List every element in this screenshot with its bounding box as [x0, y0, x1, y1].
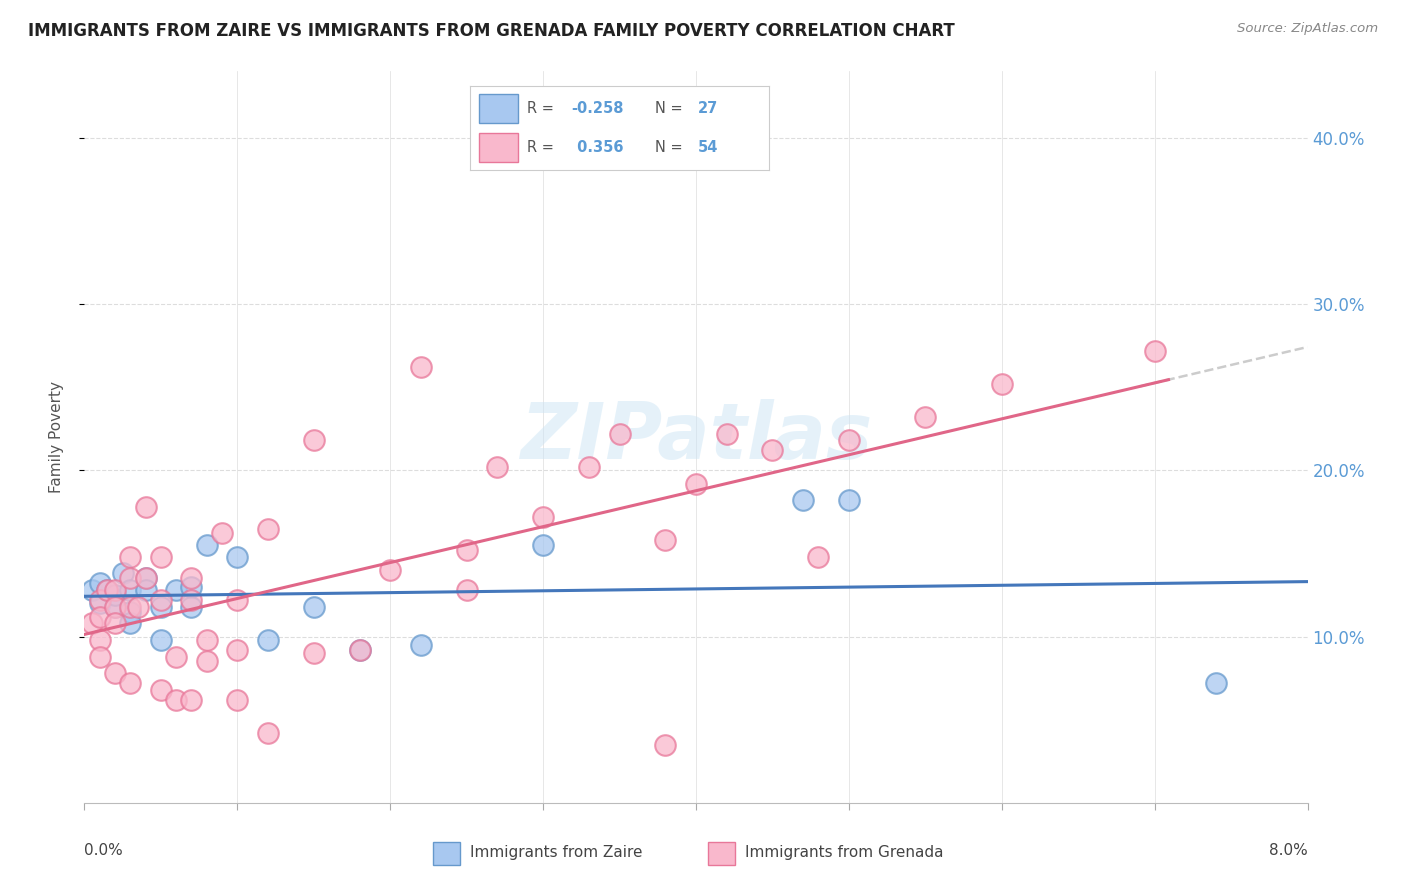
Point: [302, 599, 325, 614]
Point: [195, 538, 218, 552]
Point: [80, 582, 103, 597]
Point: [104, 582, 127, 597]
Point: [135, 571, 157, 585]
Point: [180, 599, 202, 614]
Point: [96, 582, 118, 597]
Point: [180, 580, 202, 594]
Point: [104, 666, 127, 681]
Point: [409, 360, 432, 375]
Point: [226, 593, 249, 607]
Point: [149, 682, 172, 697]
Point: [761, 443, 783, 458]
Point: [111, 566, 134, 581]
Point: [80, 616, 103, 631]
Point: [195, 655, 218, 669]
Point: [135, 571, 157, 585]
Point: [165, 692, 187, 706]
Point: [120, 599, 142, 614]
Text: 8.0%: 8.0%: [1268, 843, 1308, 858]
Point: [380, 563, 402, 577]
Text: 0.0%: 0.0%: [84, 843, 124, 858]
Point: [211, 526, 233, 541]
Point: [135, 582, 157, 597]
Point: [531, 509, 554, 524]
Point: [120, 549, 142, 564]
Point: [120, 605, 142, 619]
Point: [89, 649, 111, 664]
Point: [195, 632, 218, 647]
Point: [149, 599, 172, 614]
Point: [96, 582, 118, 597]
Point: [127, 599, 149, 614]
Point: [685, 476, 707, 491]
Point: [135, 500, 157, 514]
Point: [531, 538, 554, 552]
Point: [120, 676, 142, 690]
Point: [807, 549, 830, 564]
Point: [716, 426, 738, 441]
Text: IMMIGRANTS FROM ZAIRE VS IMMIGRANTS FROM GRENADA FAMILY POVERTY CORRELATION CHAR: IMMIGRANTS FROM ZAIRE VS IMMIGRANTS FROM…: [28, 22, 955, 40]
Text: ZIPatlas: ZIPatlas: [520, 399, 872, 475]
Point: [257, 726, 280, 740]
Point: [302, 646, 325, 660]
Point: [838, 434, 860, 448]
Point: [257, 521, 280, 535]
FancyBboxPatch shape: [709, 841, 735, 865]
Point: [226, 692, 249, 706]
Point: [226, 549, 249, 564]
Text: Source: ZipAtlas.com: Source: ZipAtlas.com: [1237, 22, 1378, 36]
Point: [456, 582, 478, 597]
Point: [89, 609, 111, 624]
Point: [609, 426, 631, 441]
Y-axis label: Family Poverty: Family Poverty: [49, 381, 63, 493]
Point: [89, 632, 111, 647]
Point: [104, 599, 127, 614]
Point: [257, 632, 280, 647]
Point: [349, 643, 371, 657]
Point: [120, 571, 142, 585]
Point: [120, 616, 142, 631]
Text: Immigrants from Zaire: Immigrants from Zaire: [470, 845, 643, 860]
Point: [180, 692, 202, 706]
Point: [792, 493, 814, 508]
Point: [578, 460, 600, 475]
Point: [120, 582, 142, 597]
Point: [104, 588, 127, 602]
Point: [456, 543, 478, 558]
Point: [302, 434, 325, 448]
Point: [838, 493, 860, 508]
Point: [654, 738, 676, 752]
Point: [104, 599, 127, 614]
Point: [1205, 676, 1227, 690]
Point: [165, 649, 187, 664]
Point: [149, 549, 172, 564]
Point: [89, 596, 111, 610]
Point: [104, 616, 127, 631]
Point: [89, 576, 111, 591]
Point: [180, 593, 202, 607]
Point: [654, 533, 676, 548]
Point: [349, 643, 371, 657]
Point: [226, 643, 249, 657]
Point: [409, 638, 432, 652]
Point: [180, 571, 202, 585]
Point: [149, 632, 172, 647]
Point: [89, 593, 111, 607]
Point: [991, 376, 1014, 391]
Point: [1143, 343, 1166, 358]
FancyBboxPatch shape: [433, 841, 460, 865]
Point: [486, 460, 509, 475]
Point: [149, 593, 172, 607]
Text: Immigrants from Grenada: Immigrants from Grenada: [745, 845, 943, 860]
Point: [914, 410, 936, 425]
Point: [165, 582, 187, 597]
